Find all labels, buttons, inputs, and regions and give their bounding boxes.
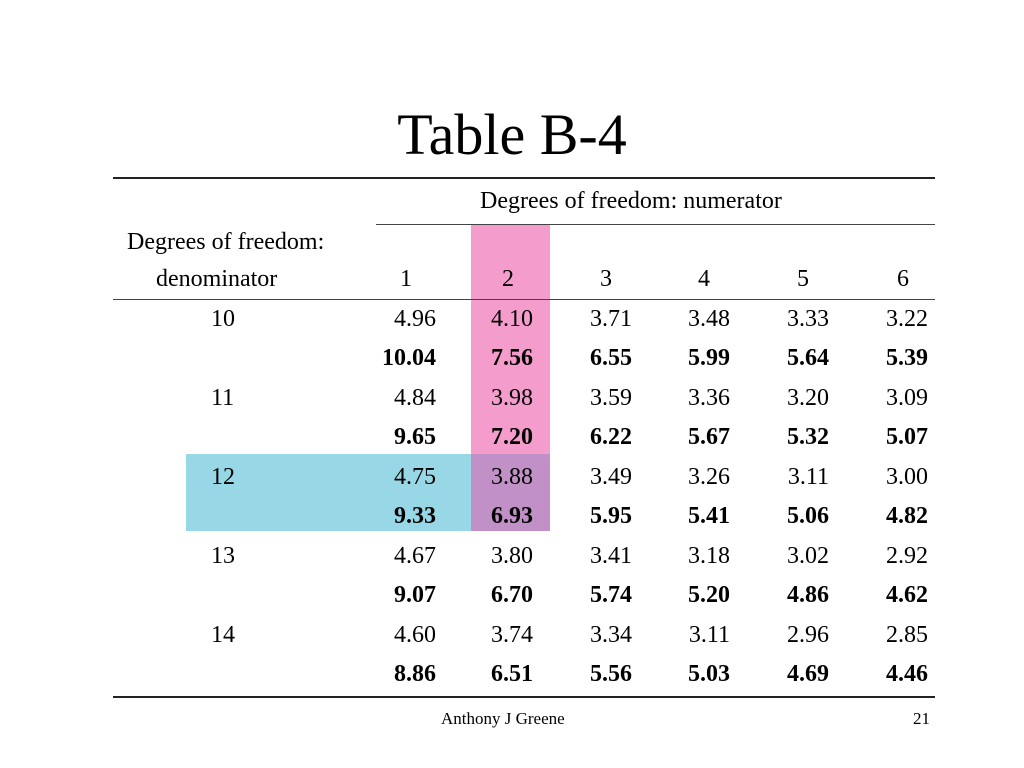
table-cell-alpha-01: 5.41 (688, 503, 730, 529)
numerator-header: Degrees of freedom: numerator (480, 188, 782, 214)
table-cell-alpha-01: 5.07 (886, 424, 928, 450)
table-cell-alpha-01: 6.70 (491, 582, 533, 608)
table-cell-alpha-05: 3.74 (491, 622, 533, 648)
table-cell-alpha-01: 5.32 (787, 424, 829, 450)
table-cell-alpha-01: 5.99 (688, 345, 730, 371)
column-header-5: 5 (797, 266, 809, 292)
table-cell-alpha-01: 7.56 (491, 345, 533, 371)
table-cell-alpha-01: 4.82 (886, 503, 928, 529)
table-cell-alpha-05: 3.71 (590, 306, 632, 332)
table-cell-alpha-01: 6.55 (590, 345, 632, 371)
table-cell-alpha-05: 3.33 (787, 306, 829, 332)
table-cell-alpha-01: 6.22 (590, 424, 632, 450)
table-cell-alpha-05: 3.20 (787, 385, 829, 411)
column-header-6: 6 (897, 266, 909, 292)
table-cell-alpha-05: 4.75 (394, 464, 436, 490)
denominator-header-line1: Degrees of freedom: (127, 229, 325, 255)
table-cell-alpha-05: 3.22 (886, 306, 928, 332)
table-cell-alpha-05: 3.11 (688, 622, 730, 648)
row-df-label: 14 (211, 622, 235, 648)
table-cell-alpha-05: 3.34 (590, 622, 632, 648)
table-cell-alpha-05: 4.67 (394, 543, 436, 569)
table-cell-alpha-05: 3.26 (688, 464, 730, 490)
table-cell-alpha-01: 5.20 (688, 582, 730, 608)
table-cell-alpha-05: 3.02 (787, 543, 829, 569)
table-cell-alpha-05: 2.85 (886, 622, 928, 648)
slide-title: Table B-4 (397, 102, 627, 167)
column-header-2: 2 (502, 266, 514, 292)
table-cell-alpha-01: 10.04 (382, 345, 436, 371)
table-cell-alpha-01: 5.95 (590, 503, 632, 529)
row-df-label: 12 (211, 464, 235, 490)
footer-author: Anthony J Greene (441, 709, 565, 728)
table-cell-alpha-05: 3.80 (491, 543, 533, 569)
table-cell-alpha-01: 6.93 (491, 503, 533, 529)
highlight-overlap (471, 454, 550, 531)
table-cell-alpha-05: 3.36 (688, 385, 730, 411)
table-cell-alpha-05: 3.48 (688, 306, 730, 332)
table-cell-alpha-01: 5.03 (688, 661, 730, 687)
column-header-3: 3 (600, 266, 612, 292)
table-cell-alpha-05: 3.41 (590, 543, 632, 569)
table-cell-alpha-05: 3.88 (491, 464, 533, 490)
table-cell-alpha-05: 3.49 (590, 464, 632, 490)
table-cell-alpha-01: 5.64 (787, 345, 829, 371)
table-cell-alpha-05: 3.18 (688, 543, 730, 569)
table-cell-alpha-01: 5.06 (787, 503, 829, 529)
table-cell-alpha-05: 2.92 (886, 543, 928, 569)
row-df-label: 10 (211, 306, 235, 332)
table-cell-alpha-05: 3.98 (491, 385, 533, 411)
table-bottom-rule (113, 696, 935, 698)
table-cell-alpha-01: 5.39 (886, 345, 928, 371)
column-header-1: 1 (400, 266, 412, 292)
table-cell-alpha-01: 5.56 (590, 661, 632, 687)
denominator-header-line2: denominator (156, 266, 278, 292)
table-cell-alpha-01: 8.86 (394, 661, 436, 687)
table-cell-alpha-01: 9.65 (394, 424, 436, 450)
table-cell-alpha-01: 9.33 (394, 503, 436, 529)
footer-page-number: 21 (913, 709, 930, 728)
column-group-rule (376, 224, 935, 225)
row-df-label: 13 (211, 543, 235, 569)
table-cell-alpha-05: 4.10 (491, 306, 533, 332)
table-cell-alpha-01: 5.74 (590, 582, 632, 608)
table-cell-alpha-05: 3.09 (886, 385, 928, 411)
table-cell-alpha-05: 4.60 (394, 622, 436, 648)
table-cell-alpha-05: 3.11 (787, 464, 829, 490)
table-cell-alpha-05: 2.96 (787, 622, 829, 648)
table-cell-alpha-05: 3.59 (590, 385, 632, 411)
table-cell-alpha-01: 5.67 (688, 424, 730, 450)
table-cell-alpha-05: 4.96 (394, 306, 436, 332)
column-header-4: 4 (698, 266, 710, 292)
table-cell-alpha-05: 4.84 (394, 385, 436, 411)
table-cell-alpha-01: 4.46 (886, 661, 928, 687)
table-cell-alpha-01: 6.51 (491, 661, 533, 687)
highlight-row-12 (186, 454, 472, 531)
header-bottom-rule (113, 299, 935, 300)
row-df-label: 11 (211, 385, 235, 411)
table-cell-alpha-01: 7.20 (491, 424, 533, 450)
table-cell-alpha-01: 4.62 (886, 582, 928, 608)
table-cell-alpha-01: 4.69 (787, 661, 829, 687)
table-top-rule (113, 177, 935, 179)
table-cell-alpha-01: 4.86 (787, 582, 829, 608)
table-cell-alpha-01: 9.07 (394, 582, 436, 608)
table-cell-alpha-05: 3.00 (886, 464, 928, 490)
